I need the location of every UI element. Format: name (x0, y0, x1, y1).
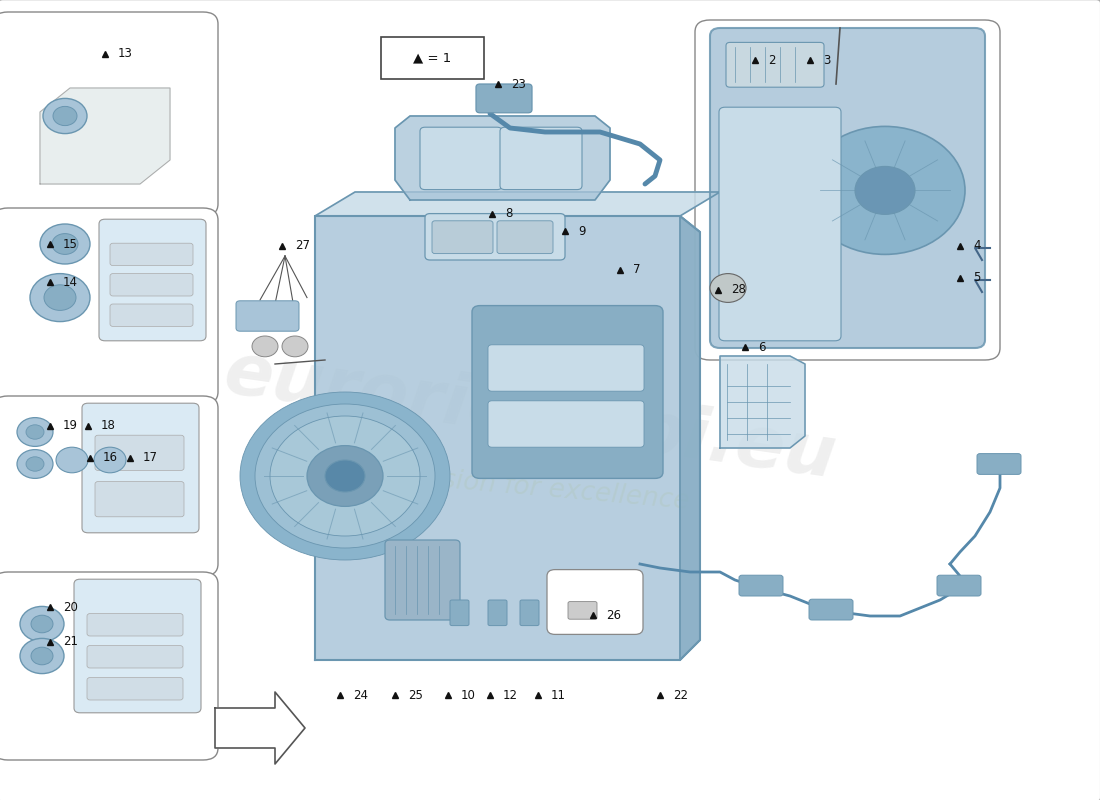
Circle shape (44, 285, 76, 310)
Text: 5: 5 (974, 271, 980, 284)
Text: 8: 8 (505, 207, 513, 220)
Circle shape (252, 336, 278, 357)
Circle shape (31, 615, 53, 633)
Text: 28: 28 (732, 283, 746, 296)
FancyBboxPatch shape (95, 482, 184, 517)
Polygon shape (720, 356, 805, 448)
FancyBboxPatch shape (476, 84, 532, 113)
FancyBboxPatch shape (0, 208, 218, 404)
FancyBboxPatch shape (110, 243, 192, 266)
Polygon shape (315, 192, 720, 216)
Circle shape (805, 126, 965, 254)
Circle shape (30, 274, 90, 322)
FancyBboxPatch shape (695, 20, 1000, 360)
Circle shape (324, 460, 365, 492)
Circle shape (710, 274, 746, 302)
Polygon shape (395, 116, 610, 200)
FancyBboxPatch shape (110, 304, 192, 326)
Circle shape (270, 416, 420, 536)
Text: 22: 22 (673, 689, 688, 702)
FancyBboxPatch shape (425, 214, 565, 260)
Text: 21: 21 (63, 635, 78, 648)
Text: 12: 12 (503, 689, 518, 702)
Circle shape (16, 450, 53, 478)
Text: 2: 2 (768, 54, 776, 66)
FancyBboxPatch shape (497, 221, 553, 254)
Text: 17: 17 (143, 451, 158, 464)
Circle shape (40, 224, 90, 264)
FancyBboxPatch shape (726, 42, 824, 87)
FancyBboxPatch shape (547, 570, 644, 634)
Circle shape (43, 98, 87, 134)
Text: 10: 10 (461, 689, 476, 702)
Text: 16: 16 (103, 451, 118, 464)
FancyBboxPatch shape (0, 572, 218, 760)
FancyBboxPatch shape (99, 219, 206, 341)
Circle shape (240, 392, 450, 560)
Text: 14: 14 (63, 276, 78, 289)
FancyBboxPatch shape (87, 614, 183, 636)
FancyBboxPatch shape (500, 127, 582, 190)
Circle shape (26, 457, 44, 471)
Text: euroricambi.eu: euroricambi.eu (220, 339, 840, 493)
Circle shape (56, 447, 88, 473)
Text: 27: 27 (295, 239, 310, 252)
Circle shape (255, 404, 434, 548)
Polygon shape (214, 692, 305, 764)
FancyBboxPatch shape (381, 37, 484, 79)
Text: 7: 7 (632, 263, 640, 276)
FancyBboxPatch shape (977, 454, 1021, 474)
FancyBboxPatch shape (95, 435, 184, 470)
FancyBboxPatch shape (520, 600, 539, 626)
Text: 25: 25 (408, 689, 422, 702)
Circle shape (282, 336, 308, 357)
FancyBboxPatch shape (488, 345, 644, 391)
FancyBboxPatch shape (236, 301, 299, 331)
Text: a passion for excellence: a passion for excellence (370, 461, 690, 515)
FancyBboxPatch shape (110, 274, 192, 296)
Polygon shape (315, 216, 700, 660)
Text: 4: 4 (974, 239, 980, 252)
FancyBboxPatch shape (87, 646, 183, 668)
FancyBboxPatch shape (0, 12, 218, 216)
FancyBboxPatch shape (450, 600, 469, 626)
Text: 26: 26 (606, 609, 621, 622)
Circle shape (20, 606, 64, 642)
FancyBboxPatch shape (87, 678, 183, 700)
Circle shape (16, 418, 53, 446)
Text: 9: 9 (578, 225, 585, 238)
Text: 15: 15 (63, 238, 78, 250)
Circle shape (855, 166, 915, 214)
FancyBboxPatch shape (488, 401, 644, 447)
Circle shape (53, 106, 77, 126)
FancyBboxPatch shape (385, 540, 460, 620)
FancyBboxPatch shape (568, 602, 597, 619)
FancyBboxPatch shape (719, 107, 842, 341)
Text: ▲ = 1: ▲ = 1 (414, 51, 452, 65)
FancyBboxPatch shape (472, 306, 663, 478)
Circle shape (20, 638, 64, 674)
FancyBboxPatch shape (808, 599, 852, 620)
Text: 3: 3 (823, 54, 830, 66)
Circle shape (307, 446, 383, 506)
FancyBboxPatch shape (74, 579, 201, 713)
Text: 18: 18 (101, 419, 116, 432)
FancyBboxPatch shape (710, 28, 984, 348)
Circle shape (26, 425, 44, 439)
Text: 13: 13 (118, 47, 133, 60)
Text: 20: 20 (63, 601, 78, 614)
Polygon shape (680, 216, 700, 660)
FancyBboxPatch shape (739, 575, 783, 596)
FancyBboxPatch shape (420, 127, 502, 190)
Text: 11: 11 (551, 689, 566, 702)
FancyBboxPatch shape (82, 403, 199, 533)
Text: 6: 6 (758, 341, 766, 354)
FancyBboxPatch shape (0, 396, 218, 576)
FancyBboxPatch shape (937, 575, 981, 596)
Circle shape (52, 234, 78, 254)
Polygon shape (40, 88, 170, 184)
Circle shape (94, 447, 126, 473)
Text: 19: 19 (63, 419, 78, 432)
FancyBboxPatch shape (488, 600, 507, 626)
